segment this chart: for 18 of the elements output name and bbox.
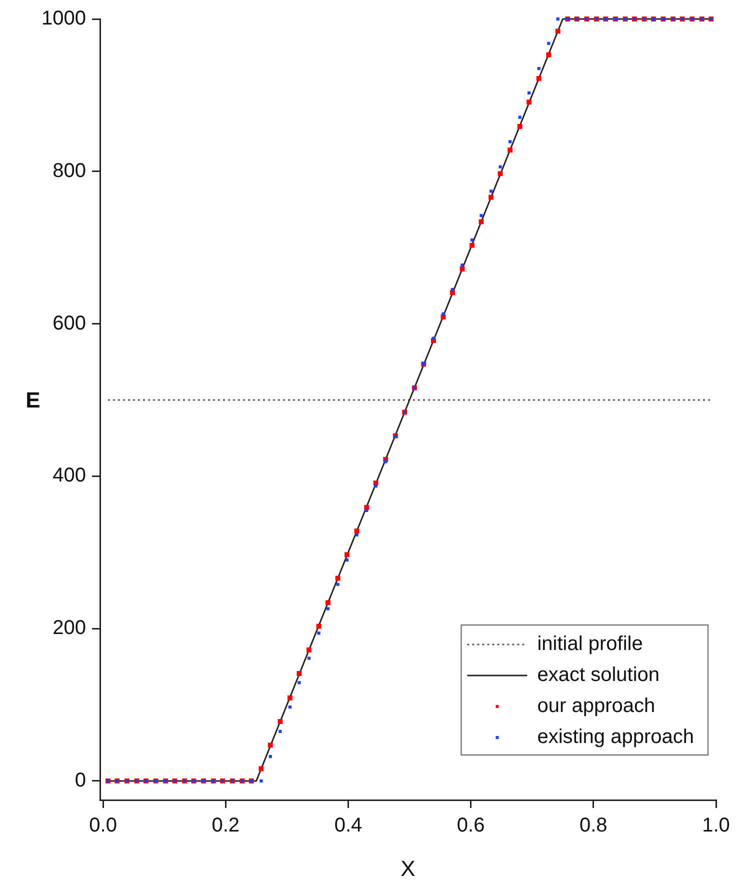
y-tick-label: 400 — [52, 464, 86, 487]
y-tick-label: 600 — [52, 312, 86, 334]
legend-label: initial profile — [537, 633, 643, 656]
y-tick-label: 1000 — [42, 8, 86, 30]
y-axis-title: E — [26, 388, 40, 413]
x-tick-label: 0.0 — [89, 814, 117, 837]
x-axis-title: X — [400, 856, 416, 881]
x-tick-label: 1.0 — [702, 814, 730, 837]
y-tick-label: 200 — [52, 617, 86, 640]
legend-label: existing approach — [537, 726, 694, 748]
x-tick-label: 0.8 — [580, 814, 608, 837]
x-tick-label: 0.6 — [456, 814, 485, 837]
legend-label: our approach — [537, 695, 656, 718]
y-tick-label: 0 — [74, 769, 86, 792]
legend-label: exact solution — [537, 664, 660, 686]
x-tick-label: 0.2 — [212, 814, 240, 837]
x-tick-label: 0.4 — [334, 814, 362, 837]
y-tick-label: 800 — [52, 160, 86, 182]
